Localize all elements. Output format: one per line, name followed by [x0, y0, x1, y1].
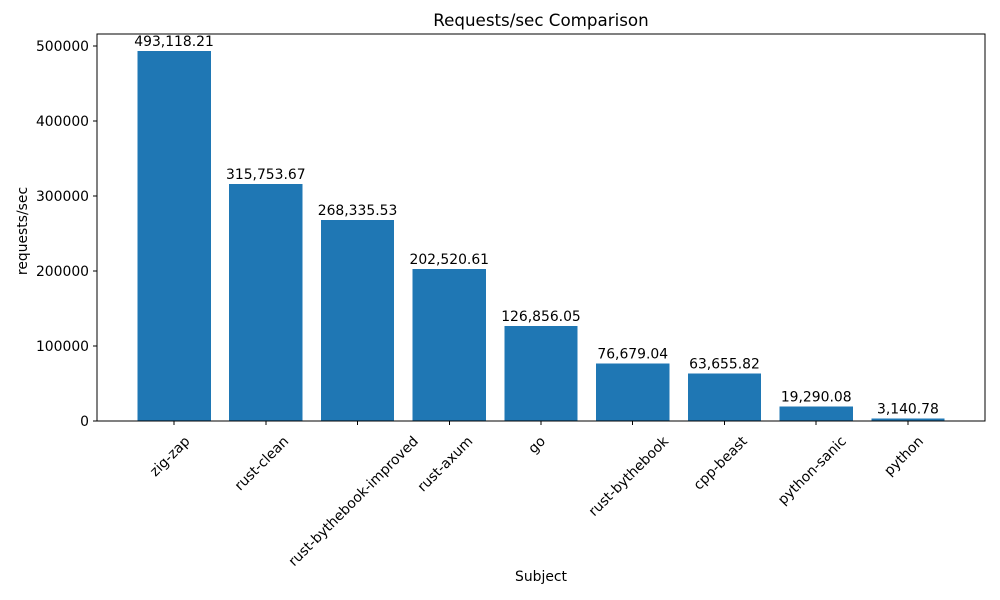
- y-axis-title: requests/sec: [15, 187, 31, 275]
- x-tick-label: rust-bythebook: [586, 434, 672, 520]
- bar-rust-clean: [229, 184, 303, 421]
- plot-area: 0 100000 200000 300000 400000 500000 zig-zap 49…: [36, 33, 986, 570]
- x-tick-label: rust-clean: [232, 434, 293, 495]
- y-tick-label: 500000: [36, 39, 89, 55]
- bar-value-label: 202,520.61: [409, 252, 489, 268]
- bar-go: [504, 325, 578, 421]
- x-tick-label: zig-zap: [147, 433, 194, 480]
- bar-python-sanic: [779, 406, 853, 421]
- y-tick-label: 100000: [36, 339, 89, 355]
- y-tick-label: 200000: [36, 264, 89, 280]
- bar-value-label: 76,679.04: [597, 346, 668, 362]
- bar-value-label: 493,118.21: [134, 34, 214, 50]
- chart-title: Requests/sec Comparison: [433, 10, 648, 30]
- x-tick-label: go: [525, 434, 549, 458]
- x-tick-label: python-sanic: [775, 434, 850, 509]
- x-tick-label: rust-bythebook-improved: [286, 434, 422, 570]
- x-axis-title: Subject: [515, 569, 567, 585]
- bar-value-label: 315,753.67: [226, 167, 306, 183]
- bar-value-label: 19,290.08: [781, 390, 852, 406]
- y-tick-label: 0: [80, 414, 89, 430]
- bar-value-label: 126,856.05: [501, 309, 581, 325]
- bar-value-label: 3,140.78: [877, 402, 939, 418]
- x-tick-label: rust-axum: [415, 434, 477, 496]
- bar-python: [871, 418, 945, 421]
- y-tick-label: 400000: [36, 114, 89, 130]
- bar-cpp-beast: [687, 373, 762, 421]
- x-tick-label: cpp-beast: [691, 433, 751, 493]
- bar-rust-axum: [412, 269, 486, 421]
- bar-value-label: 268,335.53: [318, 203, 398, 219]
- bar-value-label: 63,655.82: [689, 356, 760, 372]
- bar-zig-zap: [137, 51, 211, 421]
- bar-rust-bythebook: [596, 363, 670, 421]
- y-tick-label: 300000: [36, 189, 89, 205]
- x-tick-label: python: [881, 434, 927, 480]
- bar-rust-bythebook-improved: [320, 219, 395, 421]
